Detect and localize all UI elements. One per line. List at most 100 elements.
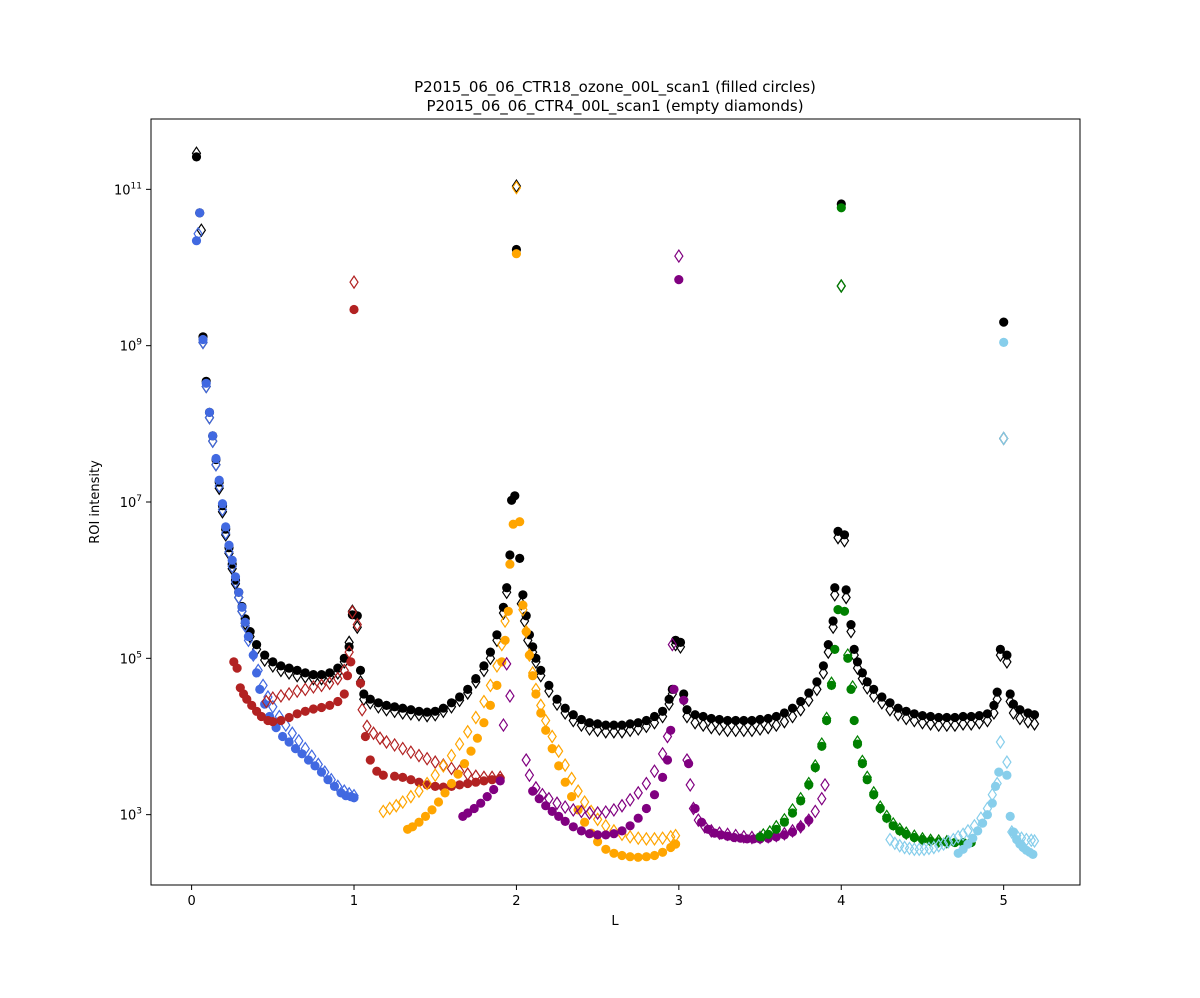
data-point-empty-diamond — [531, 780, 541, 795]
data-point-filled-circle — [479, 718, 489, 728]
data-point-filled-circle — [1015, 705, 1025, 715]
series-1 — [191, 146, 1040, 739]
data-point-empty-diamond — [1029, 716, 1040, 731]
data-point-empty-diamond — [243, 633, 254, 648]
data-point-empty-diamond — [693, 813, 704, 828]
data-point-empty-diamond — [497, 637, 507, 652]
data-point-filled-circle — [427, 805, 437, 815]
data-point-filled-circle — [414, 706, 424, 716]
data-point-empty-diamond — [1023, 714, 1033, 729]
data-point-empty-diamond — [804, 693, 814, 708]
data-point-filled-circle — [822, 715, 832, 726]
data-point-empty-diamond — [201, 379, 211, 394]
data-point-empty-diamond — [830, 587, 840, 602]
data-point-empty-diamond — [779, 812, 790, 827]
data-point-empty-diamond — [193, 226, 203, 241]
data-point-empty-diamond — [292, 668, 302, 683]
data-point-empty-diamond — [779, 826, 790, 841]
data-point-empty-diamond — [674, 249, 684, 264]
data-point-empty-diamond — [714, 721, 725, 736]
data-point-empty-diamond — [505, 688, 515, 704]
data-point-empty-diamond — [544, 684, 554, 699]
data-point-filled-circle — [554, 761, 564, 771]
data-point-empty-diamond — [857, 754, 868, 769]
data-point-empty-diamond — [259, 652, 270, 668]
data-point-empty-diamond — [833, 530, 843, 545]
data-point-empty-diamond — [560, 705, 570, 721]
data-point-empty-diamond — [730, 828, 741, 843]
data-point-filled-circle — [978, 818, 988, 828]
data-point-empty-diamond — [995, 648, 1006, 663]
data-point-empty-diamond — [224, 544, 234, 559]
data-point-empty-diamond — [862, 680, 872, 695]
data-point-empty-diamond — [828, 620, 838, 635]
data-point-filled-circle — [541, 725, 551, 735]
data-point-empty-diamond — [747, 723, 757, 738]
data-point-filled-circle — [325, 700, 335, 711]
data-point-filled-circle — [968, 833, 978, 843]
data-point-filled-circle — [339, 689, 349, 699]
data-point-empty-diamond — [566, 771, 577, 786]
data-point-empty-diamond — [521, 624, 531, 639]
data-point-empty-diamond — [406, 745, 416, 760]
data-point-empty-diamond — [422, 751, 432, 766]
data-point-filled-circle — [625, 852, 635, 862]
data-point-empty-diamond — [938, 837, 949, 852]
data-point-empty-diamond — [276, 663, 286, 678]
x-axis-label: L — [611, 914, 619, 929]
data-point-filled-circle — [690, 710, 700, 720]
data-point-empty-diamond — [320, 765, 330, 780]
data-point-filled-circle — [812, 677, 822, 687]
data-point-filled-circle — [869, 790, 879, 800]
data-point-empty-diamond — [220, 527, 231, 542]
data-point-filled-circle — [355, 678, 366, 688]
data-point-filled-circle — [560, 777, 570, 787]
data-point-empty-diamond — [779, 714, 790, 729]
data-point-empty-diamond — [454, 693, 465, 708]
data-point-empty-diamond — [888, 816, 898, 832]
data-point-filled-circle — [252, 668, 262, 678]
data-point-filled-circle — [414, 817, 424, 827]
data-point-empty-diamond — [890, 836, 900, 851]
data-point-filled-circle — [492, 680, 502, 691]
data-point-empty-diamond — [362, 719, 372, 734]
data-point-empty-diamond — [592, 805, 603, 821]
data-point-empty-diamond — [511, 179, 522, 194]
data-point-empty-diamond — [284, 665, 294, 681]
data-point-empty-diamond — [995, 734, 1006, 750]
data-point-filled-circle — [268, 717, 278, 727]
data-point-empty-diamond — [869, 785, 879, 800]
data-point-empty-diamond — [524, 648, 535, 663]
data-point-empty-diamond — [406, 789, 416, 804]
data-point-empty-diamond — [869, 688, 879, 704]
data-point-empty-diamond — [771, 717, 782, 733]
data-point-empty-diamond — [398, 794, 408, 810]
y-tick-label: 107 — [120, 494, 142, 511]
data-point-filled-circle — [1028, 849, 1038, 860]
data-point-empty-diamond — [810, 804, 820, 819]
series-7 — [378, 180, 681, 846]
data-point-empty-diamond — [276, 688, 286, 704]
data-point-empty-diamond — [485, 678, 496, 693]
data-point-empty-diamond — [398, 705, 408, 721]
data-point-filled-circle — [875, 803, 885, 814]
data-point-empty-diamond — [804, 813, 814, 828]
data-point-empty-diamond — [847, 679, 858, 695]
data-point-empty-diamond — [389, 704, 400, 719]
data-point-filled-circle — [505, 559, 515, 569]
data-point-filled-circle — [992, 687, 1002, 697]
data-point-filled-circle — [836, 203, 846, 213]
data-point-empty-diamond — [492, 633, 502, 648]
data-point-filled-circle — [422, 707, 432, 717]
data-point-empty-diamond — [664, 696, 674, 712]
data-point-filled-circle — [515, 517, 525, 527]
data-point-filled-circle — [593, 830, 603, 840]
data-point-empty-diamond — [547, 729, 557, 744]
data-point-empty-diamond — [625, 829, 635, 844]
data-point-empty-diamond — [771, 819, 782, 834]
data-point-empty-diamond — [662, 729, 673, 744]
data-point-filled-circle — [1008, 827, 1019, 837]
data-point-empty-diamond — [901, 711, 911, 726]
data-point-filled-circle — [810, 763, 820, 773]
